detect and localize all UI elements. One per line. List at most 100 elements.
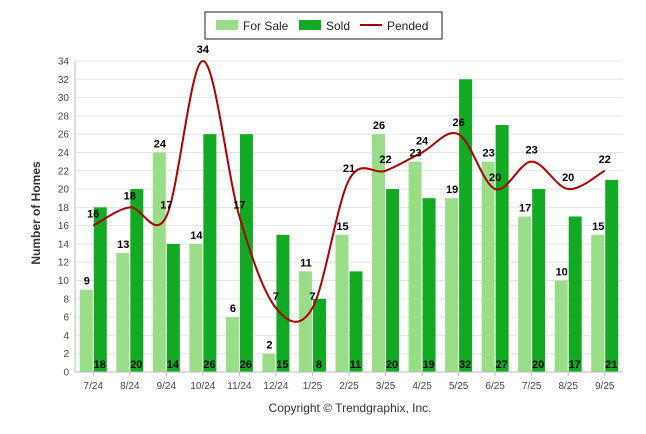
label-pended-7/24: 16 [87,209,99,221]
y-tick-18: 18 [58,203,70,214]
legend-label-sold: Sold [326,19,350,33]
bar-for-sale-7/24 [79,289,93,372]
label-pended-9/24: 17 [160,200,172,212]
label-pended-9/25: 22 [599,154,611,166]
bar-for-sale-11/24 [225,317,239,372]
label-for-sale-7/24: 9 [84,276,90,288]
bar-for-sale-2/25 [335,234,349,372]
y-tick-14: 14 [58,239,70,250]
label-sold-7/24: 18 [94,359,106,371]
bar-sold-2/25 [349,271,363,372]
bar-for-sale-8/25 [554,280,568,372]
x-axis: 7/24 8/24 9/24 10/24 11/24 12/24 1/25 2/25 3/25 4… [75,371,623,392]
y-tick-20: 20 [58,185,70,196]
label-pended-1/25: 7 [309,291,315,303]
label-pended-10/24: 34 [197,44,210,56]
label-for-sale-8/25: 10 [556,267,568,279]
y-tick-22: 22 [58,166,70,177]
bar-for-sale-1/25 [298,271,312,372]
bar-for-sale-10/24 [189,243,203,372]
y-tick-34: 34 [58,57,70,68]
label-sold-3/25: 20 [386,359,398,371]
bar-sold-3/25 [386,189,400,372]
bar-for-sale-3/25 [372,134,386,372]
pended-line [92,59,606,323]
x-tick-1/25: 1/25 [303,381,323,392]
pended-line-group [92,59,606,323]
label-for-sale-5/25: 19 [446,184,458,196]
bar-for-sale-8/24 [116,253,130,372]
x-tick-11/24: 11/24 [227,381,252,392]
label-pended-11/24: 17 [233,200,245,212]
label-pended-2/25: 21 [343,163,355,175]
y-tick-4: 4 [63,331,69,342]
bar-for-sale-7/25 [518,216,532,372]
y-tick-2: 2 [63,349,69,360]
label-pended-12/24: 7 [273,291,279,303]
label-sold-4/25: 19 [422,359,434,371]
label-pended-5/25: 26 [452,117,464,129]
label-pended-8/25: 20 [562,172,574,184]
y-tick-12: 12 [58,258,70,269]
x-tick-7/25: 7/25 [522,381,542,392]
bar-sold-4/25 [422,198,436,372]
y-tick-26: 26 [58,130,70,141]
bar-sold-1/25 [312,298,326,372]
bar-for-sale-4/25 [408,161,422,372]
y-tick-8: 8 [63,294,69,305]
label-sold-2/25: 11 [350,359,362,371]
x-tick-9/24: 9/24 [157,381,177,392]
label-for-sale-9/25: 15 [592,221,604,233]
label-for-sale-2/25: 15 [336,221,348,233]
bar-sold-12/24 [276,234,290,372]
label-sold-12/24: 15 [276,359,288,371]
label-sold-5/25: 32 [459,359,471,371]
label-for-sale-11/24: 6 [230,303,236,315]
label-for-sale-7/25: 17 [519,203,531,215]
bar-for-sale-5/25 [445,198,459,372]
y-tick-10: 10 [58,276,70,287]
y-tick-30: 30 [58,93,70,104]
bar-sold-7/24 [93,207,107,372]
grid-lines [75,60,623,373]
legend-swatch-sold [299,20,321,30]
label-for-sale-8/24: 13 [117,239,129,251]
y-tick-6: 6 [63,313,69,324]
x-tick-8/24: 8/24 [120,381,140,392]
legend-swatch-for-sale [216,20,238,30]
label-for-sale-4/25: 23 [409,148,421,160]
label-for-sale-9/24: 24 [154,138,167,150]
x-tick-9/25: 9/25 [595,381,615,392]
label-sold-1/25: 8 [316,359,322,371]
bar-for-sale-12/24 [262,353,276,372]
label-for-sale-6/25: 23 [483,148,495,160]
y-tick-24: 24 [58,148,70,159]
label-pended-7/25: 23 [526,145,538,157]
bar-sold-11/24 [239,134,253,372]
legend: For Sale Sold Pended [204,11,443,40]
label-sold-9/24: 14 [167,359,180,371]
copyright-footer: Copyright © Trendgraphix, Inc. [269,401,432,415]
x-tick-6/25: 6/25 [485,381,505,392]
bar-sold-7/25 [532,189,546,372]
y-tick-32: 32 [58,75,70,86]
label-sold-6/25: 27 [496,359,508,371]
bars-group [79,79,619,372]
x-tick-3/25: 3/25 [376,381,396,392]
x-tick-2/25: 2/25 [339,381,359,392]
label-for-sale-12/24: 2 [266,340,272,352]
legend-label-pended: Pended [387,19,428,33]
bar-sold-10/24 [203,134,217,372]
x-tick-10/24: 10/24 [190,381,215,392]
label-sold-8/25: 17 [569,359,581,371]
legend-box [204,11,443,40]
label-for-sale-3/25: 26 [373,120,385,132]
label-for-sale-1/25: 11 [300,257,312,269]
label-sold-11/24: 26 [240,359,252,371]
bar-for-sale-9/24 [152,152,166,372]
label-for-sale-10/24: 14 [190,230,203,242]
label-pended-4/25: 24 [416,135,429,147]
bar-sold-8/25 [568,216,582,372]
y-tick-0: 0 [63,368,69,379]
